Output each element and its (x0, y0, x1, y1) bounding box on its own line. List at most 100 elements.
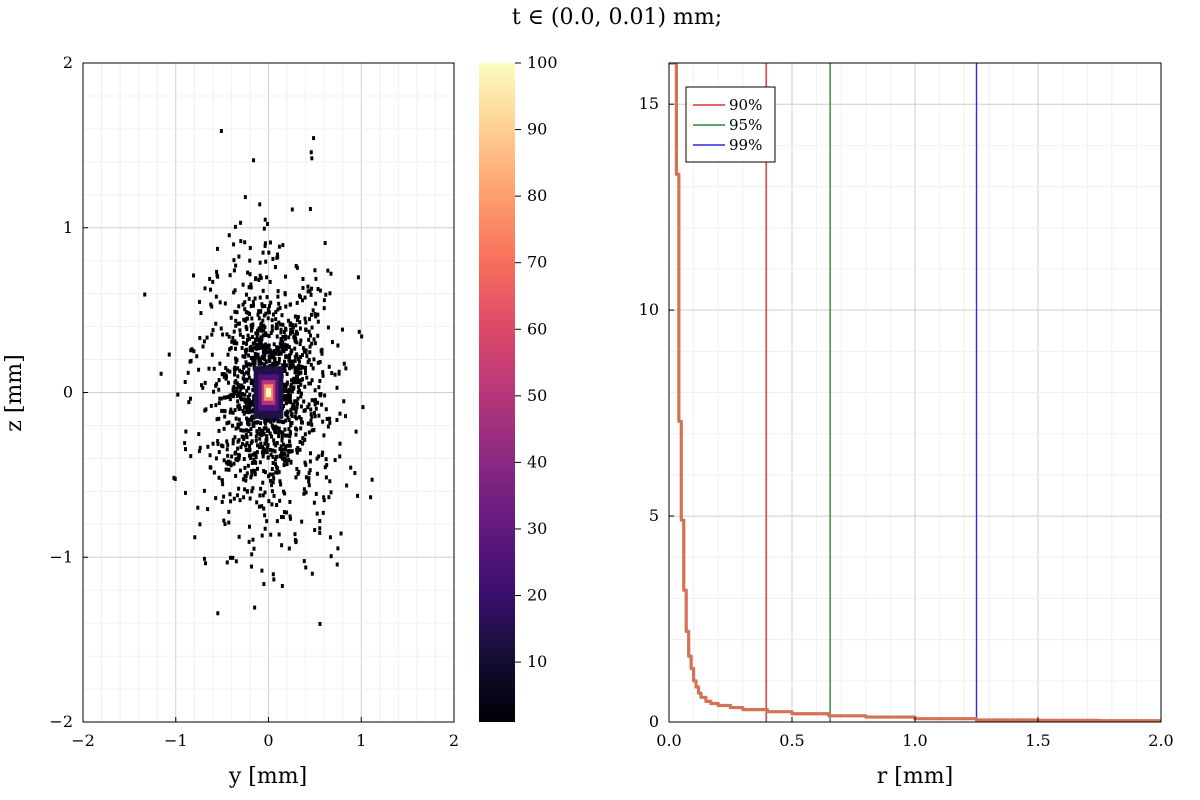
heatmap-cell (239, 428, 243, 433)
heatmap-cell (296, 315, 300, 320)
heatmap-cell (236, 425, 240, 430)
heatmap-cell (270, 434, 274, 439)
heatmap-cell (333, 372, 337, 377)
heatmap-cell (246, 463, 250, 468)
heatmap-cell (313, 312, 317, 317)
heatmap-cell (252, 546, 256, 551)
heatmap-cell (248, 496, 252, 501)
heatmap-cell (313, 528, 317, 533)
heatmap-cell (202, 339, 206, 344)
heatmap-cell (289, 378, 293, 383)
heatmap-cell (262, 468, 266, 473)
heatmap-cell (275, 255, 279, 260)
heatmap-cell (270, 318, 274, 323)
heatmap-cell (312, 427, 316, 432)
heatmap-cell (249, 400, 253, 405)
colorbar-tick-label: 70 (527, 253, 547, 272)
heatmap-cell (326, 325, 330, 330)
heatmap-cell (207, 366, 211, 371)
heatmap-cell (263, 470, 267, 475)
heatmap-cell (303, 437, 307, 442)
heatmap-cell (297, 293, 301, 298)
heatmap-cell (295, 401, 299, 406)
heatmap-cell (247, 417, 251, 422)
heatmap-cell (250, 316, 254, 321)
heatmap-cell (296, 471, 300, 476)
heatmap-cell (242, 411, 246, 416)
y-tick-label: 2 (63, 53, 73, 72)
heatmap-cell (273, 357, 277, 362)
heatmap-cell (238, 468, 242, 473)
heatmap-cell (243, 378, 247, 383)
heatmap-cell (277, 434, 281, 439)
heatmap-cell (310, 414, 314, 419)
heatmap-cell (307, 476, 311, 481)
heatmap-cell (266, 474, 270, 479)
heatmap-cell (281, 243, 285, 248)
heatmap-cell (300, 298, 304, 303)
heatmap-cell (218, 300, 222, 305)
heatmap-cell (293, 370, 297, 375)
heatmap-cell (312, 500, 316, 505)
heatmap-cell (197, 449, 201, 454)
heatmap-cell (248, 404, 252, 409)
heatmap-cell (199, 311, 203, 316)
heatmap-cell (317, 413, 321, 418)
heatmap-cell (258, 273, 262, 278)
heatmap-cell (247, 422, 251, 427)
heatmap-cell (307, 479, 311, 484)
heatmap-cell (289, 348, 293, 353)
heatmap-cell (204, 561, 208, 566)
heatmap-cell (254, 434, 258, 439)
heatmap-cell (287, 546, 291, 551)
heatmap-cell (271, 461, 275, 466)
heatmap-cell (284, 447, 288, 452)
line-panel: 0.0 0.5 1.0 1.5 2.0 0 5 10 15 r [mm] 90% 95% 99% (639, 62, 1174, 789)
heatmap-cell (275, 440, 279, 445)
heatmap-cell (223, 414, 227, 419)
heatmap-cell (242, 365, 246, 370)
heatmap-cell (265, 434, 269, 439)
heatmap-cell (313, 414, 317, 419)
heatmap-cell (301, 346, 305, 351)
heatmap-cell (284, 384, 288, 389)
heatmap-cell (288, 397, 292, 402)
heatmap-cell (251, 486, 255, 491)
x-tick-label: 0.5 (779, 731, 804, 750)
heatmap-cell (247, 429, 251, 434)
heatmap-cell (275, 361, 279, 366)
heatmap-cell (259, 441, 263, 446)
heatmap-cell (183, 441, 187, 446)
heatmap-cell (311, 366, 315, 371)
heatmap-cell (288, 393, 292, 398)
heatmap-cell (265, 519, 269, 524)
heatmap-cell (260, 355, 264, 360)
heatmap-cell (267, 304, 271, 309)
heatmap-cell (316, 400, 320, 405)
heatmap-cell (290, 323, 294, 328)
heatmap-cell (235, 310, 239, 315)
heatmap-cell (246, 333, 250, 338)
heatmap-cell (259, 340, 263, 345)
heatmap-cell (220, 408, 224, 413)
heatmap-cell (302, 559, 306, 564)
heatmap-cell (271, 364, 275, 369)
heatmap-cell (308, 344, 312, 349)
heatmap-cell (258, 493, 262, 498)
heatmap-cell (328, 420, 332, 425)
heatmap-cell (242, 457, 246, 462)
heatmap-cell (275, 334, 279, 339)
heatmap-cell (284, 354, 288, 359)
heatmap-cell (279, 327, 283, 332)
heatmap-cell (257, 445, 261, 450)
heatmap-cell (321, 419, 325, 424)
heatmap-cell (286, 415, 290, 420)
heatmap-cell (285, 380, 289, 385)
heatmap-cell (299, 370, 303, 375)
heatmap-cell (265, 295, 269, 300)
heatmap-cell (279, 330, 283, 335)
heatmap-cell (234, 318, 238, 323)
heatmap-cell (269, 532, 273, 537)
heatmap-cell (228, 369, 232, 374)
heatmap-cell (246, 394, 250, 399)
